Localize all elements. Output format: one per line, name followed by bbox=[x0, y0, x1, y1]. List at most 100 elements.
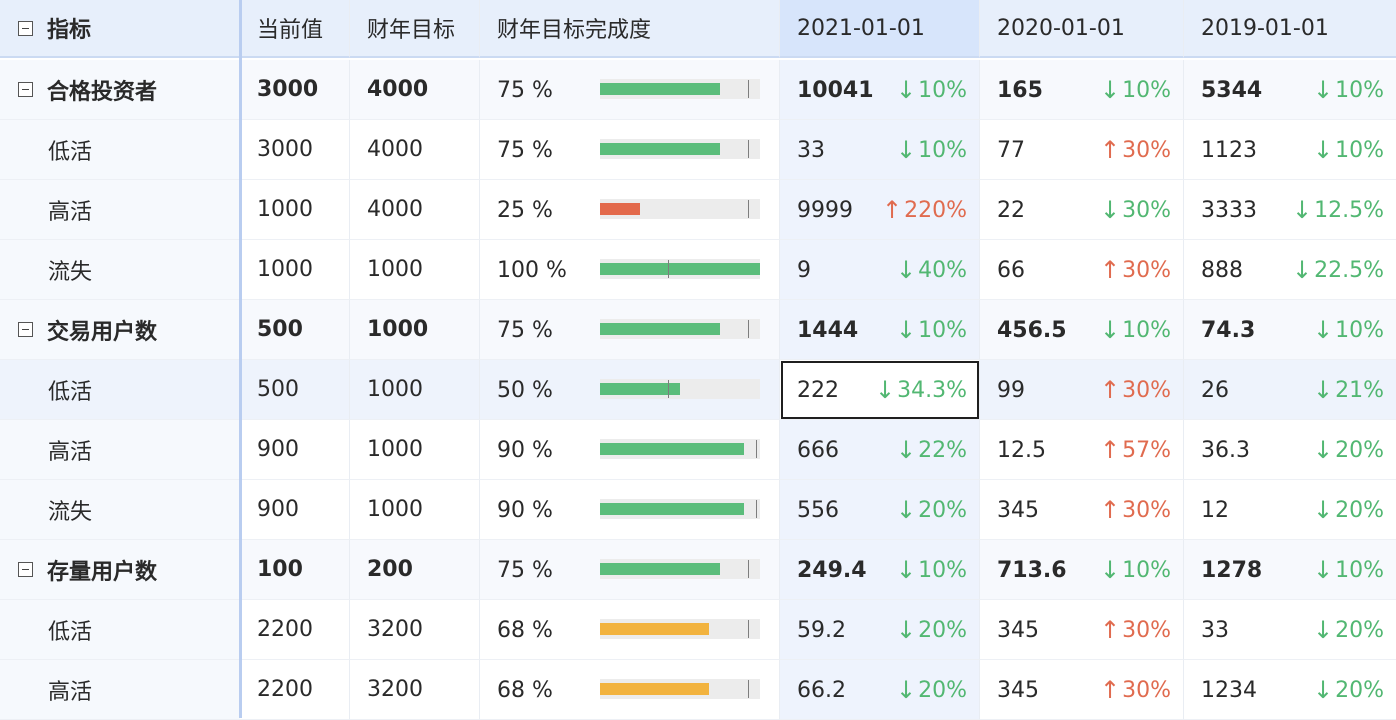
date-value-cell[interactable]: 345 ↑ 30% bbox=[980, 600, 1184, 660]
indicator-cell[interactable]: 交易用户数 bbox=[0, 300, 240, 360]
date-value-cell[interactable]: 556 ↓ 20% bbox=[780, 480, 980, 540]
date-value-cell[interactable]: 888 ↓ 22.5% bbox=[1184, 240, 1396, 300]
completion-cell[interactable]: 25 % bbox=[480, 180, 780, 240]
date-value-cell[interactable]: 345 ↑ 30% bbox=[980, 480, 1184, 540]
indicator-cell[interactable]: 存量用户数 bbox=[0, 540, 240, 600]
target-value-cell[interactable]: 1000 bbox=[350, 360, 480, 420]
current-value-cell[interactable]: 1000 bbox=[240, 240, 350, 300]
indicator-cell[interactable]: 高活 bbox=[0, 660, 240, 720]
header-date-1[interactable]: 2021-01-01 bbox=[780, 0, 980, 58]
date-value-cell[interactable]: 22 ↓ 30% bbox=[980, 180, 1184, 240]
target-value-cell[interactable]: 1000 bbox=[350, 300, 480, 360]
date-value-cell[interactable]: 12.5 ↑ 57% bbox=[980, 420, 1184, 480]
date-value-cell[interactable]: 345 ↑ 30% bbox=[980, 660, 1184, 720]
completion-cell[interactable]: 75 % bbox=[480, 60, 780, 120]
date-value-cell[interactable]: 77 ↑ 30% bbox=[980, 120, 1184, 180]
date-value-cell[interactable]: 5344 ↓ 10% bbox=[1184, 60, 1396, 120]
current-value-cell[interactable]: 500 bbox=[240, 360, 350, 420]
indicator-cell[interactable]: 流失 bbox=[0, 240, 240, 300]
completion-cell[interactable]: 90 % bbox=[480, 480, 780, 540]
table-row[interactable]: 低活 3000 4000 75 % 33 ↓ 10% 77 ↑ 30% 1123 ↓ 10% bbox=[0, 120, 1396, 180]
header-target[interactable]: 财年目标 bbox=[350, 0, 480, 58]
date-value-cell[interactable]: 222 ↓ 34.3% bbox=[780, 360, 980, 420]
table-row[interactable]: 高活 2200 3200 68 % 66.2 ↓ 20% 345 ↑ 30% 1234 ↓ 20% bbox=[0, 660, 1396, 720]
collapse-icon[interactable] bbox=[18, 322, 33, 337]
target-value-cell[interactable]: 4000 bbox=[350, 180, 480, 240]
completion-cell[interactable]: 75 % bbox=[480, 300, 780, 360]
collapse-icon[interactable] bbox=[18, 82, 33, 97]
target-value-cell[interactable]: 200 bbox=[350, 540, 480, 600]
indicator-cell[interactable]: 高活 bbox=[0, 420, 240, 480]
date-value-cell[interactable]: 9 ↓ 40% bbox=[780, 240, 980, 300]
date-value-cell[interactable]: 33 ↓ 20% bbox=[1184, 600, 1396, 660]
current-value-cell[interactable]: 3000 bbox=[240, 60, 350, 120]
table-row[interactable]: 流失 900 1000 90 % 556 ↓ 20% 345 ↑ 30% 12 ↓ 20% bbox=[0, 480, 1396, 540]
current-value-cell[interactable]: 2200 bbox=[240, 660, 350, 720]
date-value-cell[interactable]: 26 ↓ 21% bbox=[1184, 360, 1396, 420]
indicator-cell[interactable]: 高活 bbox=[0, 180, 240, 240]
date-value-cell[interactable]: 456.5 ↓ 10% bbox=[980, 300, 1184, 360]
header-current[interactable]: 当前值 bbox=[240, 0, 350, 58]
table-row[interactable]: 高活 1000 4000 25 % 9999 ↑ 220% 22 ↓ 30% 3333 ↓ 12.5% bbox=[0, 180, 1396, 240]
collapse-all-icon[interactable] bbox=[18, 20, 33, 36]
date-value-cell[interactable]: 66 ↑ 30% bbox=[980, 240, 1184, 300]
header-indicator[interactable]: 指标 bbox=[0, 0, 240, 58]
date-value-cell[interactable]: 1278 ↓ 10% bbox=[1184, 540, 1396, 600]
current-value-cell[interactable]: 900 bbox=[240, 480, 350, 540]
completion-cell[interactable]: 75 % bbox=[480, 120, 780, 180]
date-value-cell[interactable]: 666 ↓ 22% bbox=[780, 420, 980, 480]
completion-cell[interactable]: 90 % bbox=[480, 420, 780, 480]
date-value-cell[interactable]: 9999 ↑ 220% bbox=[780, 180, 980, 240]
header-date-3[interactable]: 2019-01-01 bbox=[1184, 0, 1396, 58]
date-value-cell[interactable]: 74.3 ↓ 10% bbox=[1184, 300, 1396, 360]
date-value-cell[interactable]: 33 ↓ 10% bbox=[780, 120, 980, 180]
collapse-icon[interactable] bbox=[18, 562, 33, 577]
date-value-cell[interactable]: 1123 ↓ 10% bbox=[1184, 120, 1396, 180]
date-value-cell[interactable]: 3333 ↓ 12.5% bbox=[1184, 180, 1396, 240]
target-value-cell[interactable]: 3200 bbox=[350, 660, 480, 720]
date-value-cell[interactable]: 66.2 ↓ 20% bbox=[780, 660, 980, 720]
target-value-cell[interactable]: 3200 bbox=[350, 600, 480, 660]
date-value-cell[interactable]: 10041 ↓ 10% bbox=[780, 60, 980, 120]
indicator-cell[interactable]: 低活 bbox=[0, 360, 240, 420]
date-value-cell[interactable]: 713.6 ↓ 10% bbox=[980, 540, 1184, 600]
header-date-2[interactable]: 2020-01-01 bbox=[980, 0, 1184, 58]
header-completion[interactable]: 财年目标完成度 bbox=[480, 0, 780, 58]
current-value-cell[interactable]: 500 bbox=[240, 300, 350, 360]
current-value-cell[interactable]: 3000 bbox=[240, 120, 350, 180]
date-value-cell[interactable]: 165 ↓ 10% bbox=[980, 60, 1184, 120]
target-value-cell[interactable]: 1000 bbox=[350, 480, 480, 540]
target-value-cell[interactable]: 4000 bbox=[350, 60, 480, 120]
indicator-cell[interactable]: 合格投资者 bbox=[0, 60, 240, 120]
completion-cell[interactable]: 68 % bbox=[480, 600, 780, 660]
date-value-cell[interactable]: 249.4 ↓ 10% bbox=[780, 540, 980, 600]
target-value-cell[interactable]: 1000 bbox=[350, 240, 480, 300]
indicator-cell[interactable]: 低活 bbox=[0, 120, 240, 180]
date-value-cell[interactable]: 1234 ↓ 20% bbox=[1184, 660, 1396, 720]
table-row[interactable]: 存量用户数 100 200 75 % 249.4 ↓ 10% 713.6 ↓ 10% 1278 ↓ 10… bbox=[0, 540, 1396, 600]
table-row[interactable]: 低活 500 1000 50 % 222 ↓ 34.3% 99 ↑ 30% 26 ↓ 21% bbox=[0, 360, 1396, 420]
date-value-cell[interactable]: 1444 ↓ 10% bbox=[780, 300, 980, 360]
indicator-cell[interactable]: 低活 bbox=[0, 600, 240, 660]
current-value-cell[interactable]: 100 bbox=[240, 540, 350, 600]
date-value-cell[interactable]: 36.3 ↓ 20% bbox=[1184, 420, 1396, 480]
completion-cell[interactable]: 50 % bbox=[480, 360, 780, 420]
change-percent: 30% bbox=[1122, 137, 1171, 163]
target-value-cell[interactable]: 1000 bbox=[350, 420, 480, 480]
completion-cell[interactable]: 68 % bbox=[480, 660, 780, 720]
indicator-cell[interactable]: 流失 bbox=[0, 480, 240, 540]
current-value-cell[interactable]: 900 bbox=[240, 420, 350, 480]
current-value-cell[interactable]: 1000 bbox=[240, 180, 350, 240]
completion-cell[interactable]: 75 % bbox=[480, 540, 780, 600]
date-value-cell[interactable]: 12 ↓ 20% bbox=[1184, 480, 1396, 540]
target-value-cell[interactable]: 4000 bbox=[350, 120, 480, 180]
completion-cell[interactable]: 100 % bbox=[480, 240, 780, 300]
date-value-cell[interactable]: 99 ↑ 30% bbox=[980, 360, 1184, 420]
table-row[interactable]: 高活 900 1000 90 % 666 ↓ 22% 12.5 ↑ 57% 36.3 ↓ 20% bbox=[0, 420, 1396, 480]
table-row[interactable]: 低活 2200 3200 68 % 59.2 ↓ 20% 345 ↑ 30% 33 ↓ 20% bbox=[0, 600, 1396, 660]
table-row[interactable]: 交易用户数 500 1000 75 % 1444 ↓ 10% 456.5 ↓ 10% 74.3 ↓ 10… bbox=[0, 300, 1396, 360]
table-row[interactable]: 合格投资者 3000 4000 75 % 10041 ↓ 10% 165 ↓ 10% 5344 ↓ 10… bbox=[0, 60, 1396, 120]
date-value-cell[interactable]: 59.2 ↓ 20% bbox=[780, 600, 980, 660]
table-row[interactable]: 流失 1000 1000 100 % 9 ↓ 40% 66 ↑ 30% 888 ↓ 22.5% bbox=[0, 240, 1396, 300]
current-value-cell[interactable]: 2200 bbox=[240, 600, 350, 660]
